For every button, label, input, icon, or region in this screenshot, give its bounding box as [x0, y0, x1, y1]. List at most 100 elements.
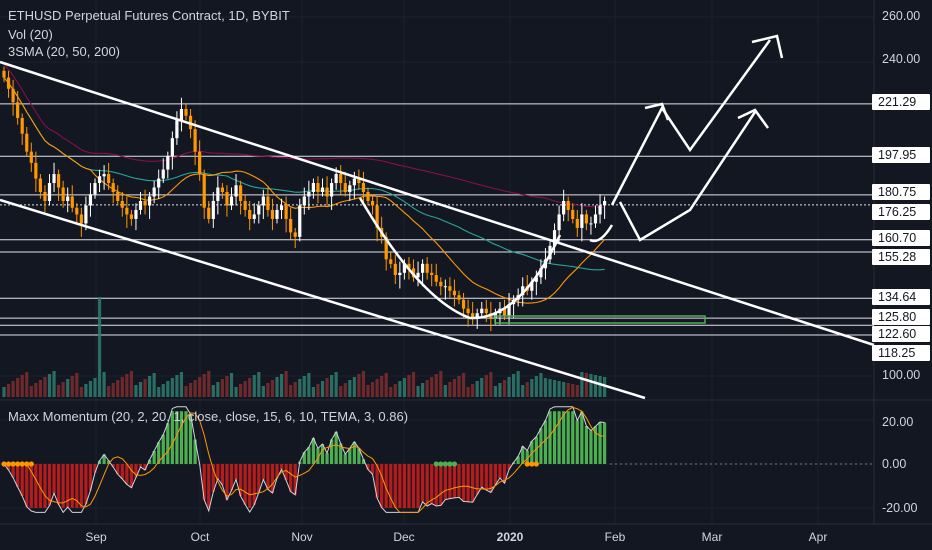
momentum-bar: [589, 430, 593, 464]
momentum-bar: [193, 439, 197, 464]
momentum-bar: [25, 464, 29, 507]
momentum-bar: [20, 464, 24, 496]
momentum-bar: [261, 464, 265, 480]
candle-body: [198, 151, 202, 175]
candle-body: [448, 286, 452, 291]
volume-bar: [384, 373, 388, 397]
volume-bar: [75, 373, 79, 397]
momentum-bar: [75, 464, 79, 508]
momentum-dot: [442, 461, 448, 467]
candle-body: [102, 174, 106, 177]
volume-bar: [584, 373, 588, 397]
candle-body: [43, 192, 47, 201]
volume-bar: [175, 375, 179, 397]
momentum-bar: [34, 464, 38, 508]
candle-body: [339, 174, 343, 184]
momentum-bar: [407, 464, 411, 508]
candle-body: [111, 183, 115, 193]
candle-body: [284, 205, 288, 219]
candle-body: [11, 88, 15, 103]
price-tick: 260.00: [882, 9, 921, 23]
momentum-bar: [239, 464, 243, 497]
momentum-dot: [451, 461, 458, 467]
candle-body: [598, 205, 602, 215]
candle-body: [562, 200, 566, 215]
volume-bar: [316, 384, 320, 397]
candle-body: [57, 174, 61, 188]
momentum-axis[interactable]: 20.00 0.00 -20.00: [874, 404, 932, 524]
volume-bar: [88, 381, 93, 397]
volume-bar: [352, 377, 356, 397]
momentum-bar: [330, 439, 334, 464]
momentum-dot: [19, 461, 25, 467]
momentum-bar: [584, 426, 588, 464]
momentum-tick: 20.00: [882, 415, 914, 429]
volume-bar: [52, 371, 56, 397]
candle-body: [289, 218, 293, 233]
volume-bar: [248, 378, 252, 397]
momentum-bar: [225, 464, 229, 500]
momentum-indicator-label: Maxx Momentum (20, 2, 20, 1, close, clos…: [8, 409, 409, 424]
candle-body: [348, 185, 352, 193]
level-label: 134.64: [872, 289, 930, 305]
volume-bar: [548, 379, 552, 397]
momentum-bar: [525, 450, 529, 464]
momentum-bar: [443, 464, 447, 500]
momentum-bar: [389, 464, 393, 508]
volume-bar: [93, 378, 97, 397]
momentum-bar: [16, 464, 20, 487]
candle-body: [521, 286, 525, 296]
candle-body: [343, 183, 347, 193]
candle-body: [129, 214, 133, 219]
candle-body: [393, 263, 397, 276]
volume-bar: [320, 381, 325, 397]
momentum-bar: [516, 456, 520, 464]
candle-body: [248, 209, 252, 219]
candle-body: [370, 200, 375, 206]
momentum-tick: -20.00: [882, 501, 918, 515]
volume-bar: [111, 383, 115, 397]
momentum-bar: [534, 436, 538, 464]
volume-bar: [530, 379, 534, 397]
volume-bar: [279, 374, 284, 397]
candle-body: [566, 200, 570, 210]
candle-body: [416, 272, 420, 278]
volume-bar: [211, 385, 215, 397]
momentum-bar: [521, 446, 525, 464]
volume-bar: [198, 377, 202, 397]
volume-bar: [47, 374, 52, 397]
candle-body: [193, 129, 197, 152]
volume-bar: [307, 373, 311, 397]
momentum-bar: [79, 464, 83, 508]
volume-bar: [38, 380, 42, 397]
volume-bar: [20, 375, 24, 397]
candle-body: [334, 174, 338, 184]
momentum-bar: [434, 464, 438, 506]
candle-body: [530, 281, 534, 291]
volume-bar: [421, 383, 425, 397]
momentum-bar: [439, 464, 443, 506]
volume-bar: [70, 376, 74, 397]
momentum-bar: [402, 464, 406, 508]
momentum-dot: [24, 461, 30, 467]
candle-body: [580, 214, 584, 228]
candle-body: [320, 187, 325, 193]
momentum-bar: [575, 420, 579, 464]
momentum-bar: [557, 411, 561, 464]
volume-bar: [125, 374, 129, 397]
candle-body: [584, 214, 588, 224]
momentum-bar: [138, 464, 143, 467]
candle-body: [307, 192, 311, 197]
momentum-bar: [489, 464, 493, 493]
time-axis[interactable]: Sep Oct Nov Dec 2020 Feb Mar Apr: [0, 525, 874, 550]
momentum-bar: [43, 464, 47, 508]
volume-bar: [589, 374, 593, 397]
momentum-bar: [552, 411, 557, 464]
volume-bar: [84, 384, 88, 397]
price-axis[interactable]: 260.00 240.00 100.00: [874, 0, 932, 400]
momentum-bar: [148, 459, 152, 464]
momentum-bar: [457, 464, 461, 498]
volume-bar: [502, 380, 507, 397]
time-label: Nov: [291, 530, 313, 544]
